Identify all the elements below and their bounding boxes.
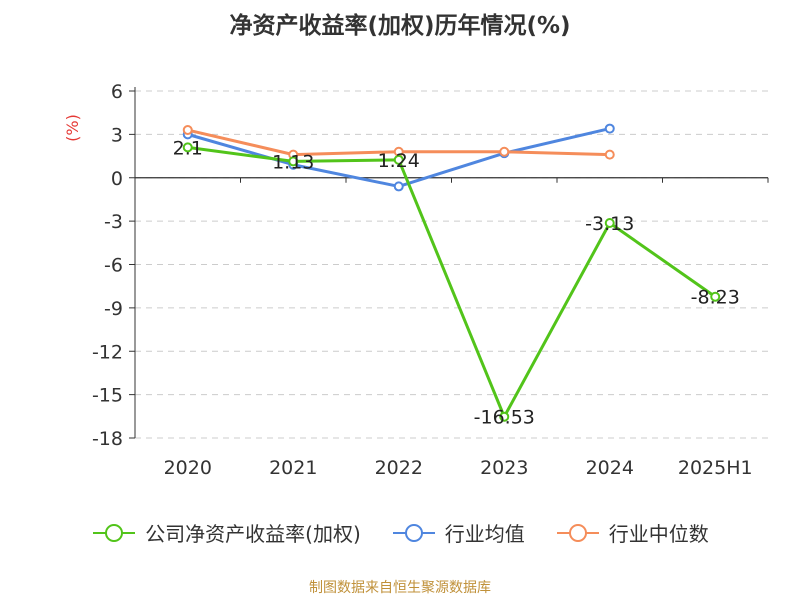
legend-swatch-marker — [404, 523, 423, 542]
legend-label: 公司净资产收益率(加权) — [145, 522, 361, 546]
data-point — [182, 125, 193, 136]
data-label: -3.13 — [585, 213, 634, 235]
legend-swatch-marker — [105, 523, 124, 542]
data-point — [604, 149, 615, 160]
y-tick-label: -15 — [92, 385, 123, 407]
data-point — [604, 218, 615, 229]
data-label: 1.13 — [272, 151, 314, 173]
chart-legend: 公司净资产收益率(加权) 行业均值 行业中位数 — [0, 518, 800, 547]
x-tick-label: 2023 — [480, 457, 528, 479]
y-tick-label: -3 — [104, 211, 123, 233]
data-source-note: 制图数据来自恒生聚源数据库 — [309, 580, 491, 596]
legend-item[interactable]: 公司净资产收益率(加权) — [91, 518, 361, 547]
y-tick-label: -12 — [92, 341, 123, 363]
y-tick-label: 3 — [111, 124, 123, 146]
y-tick-label: -18 — [92, 428, 123, 450]
data-label: -16.53 — [474, 407, 535, 429]
data-point — [393, 181, 404, 192]
data-point — [499, 411, 510, 422]
data-label: 2.1 — [173, 137, 203, 159]
series-line — [187, 145, 717, 419]
y-tick-label: 0 — [111, 168, 123, 190]
y-axis-label: (%) — [63, 114, 82, 142]
legend-item[interactable]: 行业中位数 — [555, 518, 709, 547]
legend-swatch-marker — [568, 523, 587, 542]
data-point — [288, 156, 299, 167]
x-tick-label: 2025H1 — [678, 457, 753, 479]
x-tick-label: 2024 — [586, 457, 634, 479]
data-point — [710, 291, 721, 302]
legend-swatch-icon — [392, 523, 435, 542]
data-point — [393, 154, 404, 165]
x-tick-label: 2020 — [164, 457, 212, 479]
legend-swatch-icon — [556, 523, 599, 542]
chart-title: 净资产收益率(加权)历年情况(%) — [229, 13, 571, 39]
y-tick-label: -6 — [104, 255, 123, 277]
data-point — [499, 146, 510, 157]
y-tick-label: 6 — [111, 81, 123, 103]
x-tick-label: 2022 — [375, 457, 423, 479]
line-chart: 6 3 0 -3 -6 -9 -12 -15 -18 (%) 2020 2021 2022 2023 202… — [63, 81, 769, 479]
data-point — [604, 123, 615, 134]
data-point — [182, 142, 193, 153]
data-label: 1.24 — [378, 150, 420, 172]
x-tick-label: 2021 — [269, 457, 317, 479]
y-tick-label: -9 — [104, 298, 123, 320]
legend-item[interactable]: 行业均值 — [391, 518, 525, 547]
legend-label: 行业均值 — [444, 522, 525, 546]
legend-swatch-icon — [93, 523, 136, 542]
data-label: -8.23 — [691, 287, 740, 309]
legend-label: 行业中位数 — [608, 522, 709, 546]
